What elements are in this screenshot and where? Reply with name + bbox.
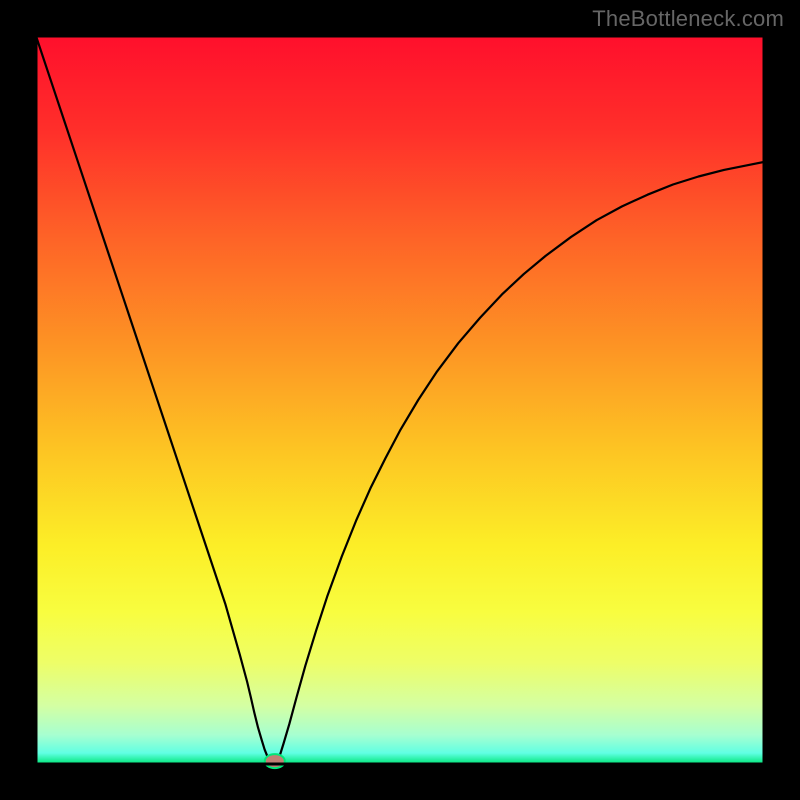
optimal-point-marker	[265, 754, 285, 768]
bottleneck-chart	[0, 0, 800, 800]
stage: TheBottleneck.com	[0, 0, 800, 800]
plot-gradient-bg	[36, 36, 764, 764]
